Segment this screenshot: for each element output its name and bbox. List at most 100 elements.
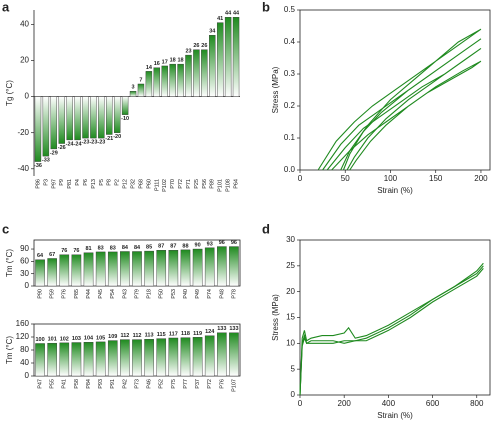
value-label: -29: [50, 150, 58, 156]
y-axis-label: Stress (MPa): [271, 294, 280, 341]
panel-letter: c: [2, 221, 9, 236]
bar: [156, 250, 167, 287]
x-tick-label: P75: [171, 379, 177, 389]
bar: [168, 250, 179, 287]
x-tick-label: P9: [59, 179, 65, 186]
x-tick-label: P49: [195, 289, 201, 299]
value-label: -24: [74, 141, 83, 147]
bar: [217, 246, 227, 287]
bar: [185, 54, 192, 97]
value-label: 124: [205, 329, 215, 335]
x-tick-label: P60: [146, 179, 152, 189]
x-tick-label: P44: [86, 289, 92, 299]
value-label: -33: [42, 158, 50, 164]
x-tick-label: P89: [210, 179, 216, 189]
y-tick-label: 30: [286, 235, 295, 244]
bar: [42, 96, 50, 157]
bar: [95, 341, 106, 377]
bar: [209, 35, 216, 97]
bar: [58, 96, 65, 144]
bar: [201, 49, 208, 97]
value-label: 109: [108, 334, 117, 340]
bar: [59, 342, 70, 377]
value-label: 105: [96, 335, 105, 341]
x-tick-label: P101: [218, 179, 224, 192]
x-tick-label: P68: [138, 179, 144, 189]
y-tick-label: 10: [286, 338, 295, 347]
value-label: 87: [170, 244, 176, 250]
y-tick-label: 80: [20, 345, 29, 354]
plot-frame: [299, 9, 491, 171]
bar: [95, 251, 106, 287]
bar: [180, 249, 191, 287]
x-tick-label: P25: [194, 179, 200, 189]
y-axis-label: Stress (MPa): [271, 66, 280, 113]
x-tick-label: P56: [202, 179, 208, 189]
value-label: 90: [195, 242, 201, 248]
value-label: 118: [181, 331, 190, 337]
x-tick-label: P5: [99, 179, 105, 186]
value-label: 84: [134, 245, 141, 251]
y-tick-label: -40: [17, 164, 29, 173]
x-tick-label: P46: [147, 379, 153, 389]
x-tick-label: P78: [231, 289, 237, 299]
y-tick-label: 90: [20, 244, 29, 253]
bar: [71, 254, 82, 287]
bar: [204, 247, 215, 287]
y-axis-label: Tm (°C): [5, 249, 14, 277]
bar: [144, 339, 154, 377]
y-tick-label: 0: [25, 371, 30, 380]
line-series: [331, 60, 482, 171]
value-label: 88: [182, 243, 188, 249]
value-label: 3: [132, 85, 135, 91]
y-tick-label: 25: [286, 261, 295, 270]
value-label: 83: [110, 245, 116, 251]
bar: [132, 251, 142, 287]
bar: [229, 332, 239, 377]
y-tick-label: 120: [16, 332, 30, 341]
bar: [168, 337, 179, 377]
x-tick-label: P97: [51, 179, 57, 189]
line-series: [299, 265, 484, 396]
value-label: -23: [89, 140, 97, 146]
value-label: -23: [82, 140, 90, 146]
bar: [71, 342, 82, 377]
bar: [224, 17, 232, 97]
value-label: 26: [201, 43, 207, 49]
x-tick-label: P48: [219, 289, 225, 299]
bar: [50, 96, 58, 150]
value-label: 44: [233, 11, 240, 17]
x-tick-label: 200: [338, 399, 352, 408]
bar: [107, 340, 118, 377]
x-tick-label: 100: [384, 174, 398, 183]
x-tick-label: P59: [50, 289, 56, 299]
bar: [145, 71, 153, 97]
x-tick-label: P70: [170, 179, 176, 189]
x-tick-label: P8: [107, 179, 113, 186]
x-tick-label: P37: [195, 379, 201, 389]
value-label: 83: [98, 245, 104, 251]
y-tick-label: 20: [286, 287, 295, 296]
bar: [47, 258, 57, 287]
y-tick-label: 40: [20, 20, 29, 29]
bar: [137, 83, 145, 97]
value-label: 81: [85, 246, 91, 252]
x-tick-label: 0: [298, 174, 303, 183]
bar: [98, 96, 105, 139]
value-label: 102: [60, 336, 69, 342]
x-tick-label: P32: [130, 179, 136, 189]
value-label: 67: [49, 252, 55, 258]
line-series: [299, 262, 484, 396]
bar: [82, 96, 89, 139]
line-series: [299, 268, 484, 396]
x-tick-label: P76: [62, 289, 68, 299]
y-tick-label: 30: [20, 269, 29, 278]
y-tick-label: 0.5: [284, 5, 296, 14]
bar: [106, 96, 113, 135]
y-tick-label: 60: [20, 256, 29, 265]
bar: [132, 339, 142, 377]
x-tick-label: 800: [470, 399, 484, 408]
bar: [192, 337, 203, 377]
panel-letter: a: [2, 0, 10, 14]
value-label: 85: [146, 245, 152, 251]
